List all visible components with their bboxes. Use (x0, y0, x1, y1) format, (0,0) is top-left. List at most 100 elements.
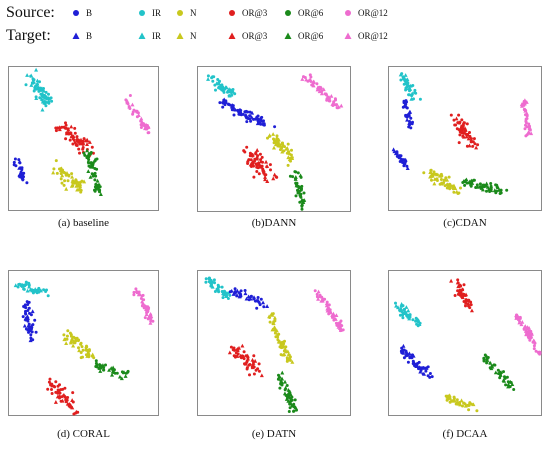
source-sample-marker (89, 151, 93, 154)
target-sample-marker (447, 396, 452, 400)
target-sample-marker (271, 132, 276, 136)
source-sample-marker (289, 156, 292, 160)
tsne-scatter (12, 67, 151, 196)
source-sample-marker (298, 193, 302, 197)
source-sample-marker (445, 183, 449, 187)
source-sample-marker (259, 118, 263, 122)
source-sample-marker (274, 141, 278, 144)
source-sample-marker (70, 172, 74, 176)
target-sample-marker (32, 86, 37, 91)
source-sample-marker (482, 359, 486, 363)
source-sample-marker (60, 181, 64, 185)
target-sample-marker (263, 177, 268, 182)
source-sample-marker (33, 318, 37, 322)
source-sample-marker (229, 345, 233, 349)
source-sample-marker (286, 142, 290, 146)
source-sample-marker (73, 126, 77, 130)
target-sample-marker (480, 187, 485, 192)
source-sample-marker (27, 284, 31, 287)
source-sample-marker (435, 179, 439, 182)
target-sample-marker (316, 296, 321, 301)
source-sample-marker (31, 77, 35, 81)
tsne-plot (8, 270, 159, 416)
source-sample-marker (468, 135, 472, 139)
source-sample-marker (469, 184, 473, 188)
target-sample-marker (527, 325, 532, 330)
source-sample-marker (139, 119, 143, 123)
source-sample-marker (93, 167, 97, 170)
source-sample-marker (25, 181, 29, 185)
triangle-marker-icon (284, 32, 292, 39)
circle-marker-icon (229, 10, 235, 16)
target-sample-marker (148, 320, 153, 325)
source-sample-marker (85, 348, 89, 352)
target-sample-marker (272, 325, 277, 330)
source-sample-marker (81, 140, 85, 144)
source-sample-marker (280, 382, 284, 386)
source-sample-marker (47, 101, 51, 105)
target-sample-marker (263, 175, 268, 179)
source-sample-marker (248, 110, 252, 114)
target-sample-marker (51, 170, 56, 175)
target-sample-marker (284, 397, 289, 401)
source-sample-marker (112, 368, 116, 372)
source-sample-marker (74, 143, 78, 147)
source-sample-marker (54, 129, 58, 133)
tsne-plot (388, 270, 542, 416)
source-sample-marker (64, 137, 68, 141)
target-sample-marker (255, 156, 260, 161)
source-sample-marker (223, 87, 226, 91)
source-sample-marker (27, 325, 30, 328)
source-sample-marker (418, 97, 422, 101)
source-sample-marker (242, 357, 246, 361)
panel-caption: (b)DANN (251, 217, 297, 229)
source-sample-marker (439, 178, 443, 181)
target-sample-marker (464, 134, 469, 139)
target-sample-marker (271, 145, 276, 150)
source-sample-marker (522, 327, 526, 331)
source-sample-marker (397, 156, 401, 160)
source-sample-marker (462, 283, 466, 287)
source-sample-marker (34, 330, 38, 334)
target-sample-marker (259, 373, 264, 378)
source-sample-marker (12, 160, 16, 164)
source-sample-marker (291, 404, 295, 408)
source-sample-marker (399, 154, 403, 158)
source-sample-marker (14, 164, 18, 168)
source-sample-marker (251, 154, 254, 158)
source-sample-marker (209, 278, 213, 282)
source-sample-marker (429, 171, 433, 175)
source-sample-marker (21, 178, 25, 182)
source-sample-marker (245, 359, 249, 363)
target-sample-marker (77, 348, 82, 353)
source-sample-marker (452, 397, 456, 400)
source-sample-marker (296, 171, 300, 175)
source-sample-marker (38, 96, 42, 100)
source-sample-marker (268, 320, 272, 324)
source-sample-marker (139, 297, 143, 300)
target-sample-marker (245, 158, 250, 163)
source-sample-marker (93, 159, 97, 163)
source-sample-marker (58, 396, 61, 400)
source-sample-marker (414, 319, 418, 323)
source-sample-marker (410, 94, 414, 98)
source-sample-marker (476, 143, 480, 147)
source-sample-marker (251, 363, 255, 367)
target-sample-marker (327, 95, 332, 100)
target-sample-marker (319, 91, 324, 96)
source-sample-marker (58, 167, 61, 171)
target-sample-marker (244, 296, 249, 301)
source-sample-marker (71, 179, 75, 183)
target-sample-marker (139, 116, 144, 121)
source-sample-marker (294, 194, 298, 198)
source-sample-marker (295, 408, 298, 412)
target-sample-marker (393, 151, 398, 156)
source-sample-marker (126, 102, 130, 106)
source-sample-marker (279, 353, 283, 357)
source-sample-marker (408, 121, 412, 125)
source-sample-marker (31, 81, 35, 85)
target-sample-marker (316, 289, 321, 294)
source-sample-marker (402, 162, 406, 166)
source-sample-marker (259, 158, 263, 162)
source-sample-marker (403, 310, 407, 314)
